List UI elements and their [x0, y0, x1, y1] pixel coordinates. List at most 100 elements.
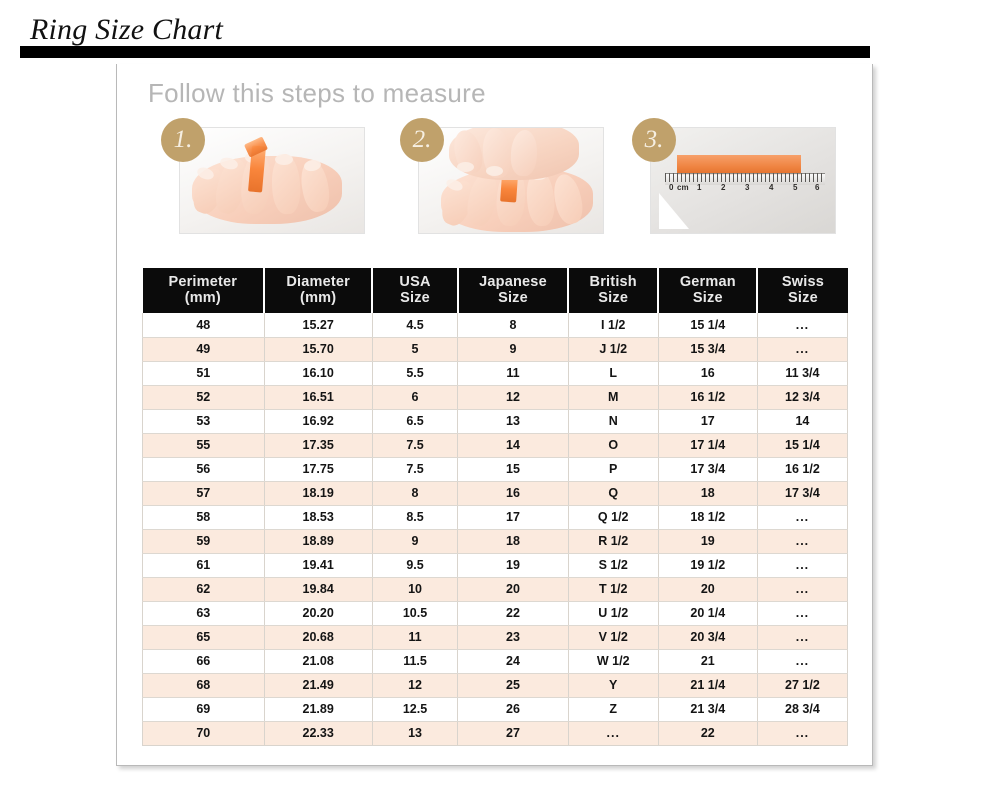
table-cell: 15.70 — [264, 337, 373, 362]
ruler-ticks — [665, 173, 825, 182]
header-line-1: British — [589, 274, 637, 290]
table-row: 53 16.92 6.5 13 N 17 14 — [142, 409, 849, 434]
table-row: 57 18.19 8 16 Q 18 17 3/4 — [142, 481, 849, 506]
header-line-1: Diameter — [286, 274, 351, 290]
header-line-1: USA — [399, 274, 431, 290]
table-cell: 61 — [142, 553, 265, 578]
table-cell: 9 — [457, 337, 569, 362]
table-cell: 15 1/4 — [658, 313, 758, 338]
paper-corner-fold — [659, 193, 689, 229]
header-line-2: (mm) — [184, 290, 221, 306]
table-cell: 15 3/4 — [658, 337, 758, 362]
table-cell: 57 — [142, 481, 265, 506]
page-title: Ring Size Chart — [30, 13, 224, 46]
table-row: 59 18.89 9 18 R 1/2 19... — [142, 529, 849, 554]
table-cell: Z — [568, 697, 659, 722]
table-header: Perimeter (mm) Diameter (mm) USA Size Japanese… — [142, 268, 848, 313]
table-row: 68 21.49 12 25 Y 21 1/4 27 1/2 — [142, 673, 849, 698]
table-cell: I 1/2 — [568, 313, 659, 338]
table-cell: ... — [757, 577, 849, 602]
header-line-2: Size — [692, 290, 723, 306]
marking-paper-strip-photo — [418, 127, 604, 234]
table-cell: 12 — [372, 673, 459, 698]
table-cell: 5 — [372, 337, 459, 362]
table-row: 51 16.10 5.5 11 L 16 11 3/4 — [142, 361, 849, 386]
table-cell: 7.5 — [372, 457, 459, 482]
table-row: 49 15.70 5 9 J 1/2 15 3/4... — [142, 337, 849, 362]
table-row: 61 19.41 9.5 19 S 1/2 19 1/2... — [142, 553, 849, 578]
table-header-cell-2: USA Size — [372, 268, 459, 313]
table-cell: 22 — [658, 721, 758, 746]
table-cell: 26 — [457, 697, 569, 722]
table-cell: 65 — [142, 625, 265, 650]
table-cell: Q 1/2 — [568, 505, 659, 530]
table-row: 70 22.33 13 27... 22... — [142, 721, 849, 746]
table-cell: 17 — [457, 505, 569, 530]
step-2: 2. — [400, 118, 605, 234]
table-cell: 21.89 — [264, 697, 373, 722]
table-cell: 20.20 — [264, 601, 373, 626]
table-row: 63 20.20 10.5 22 U 1/2 20 1/4... — [142, 601, 849, 626]
table-cell: S 1/2 — [568, 553, 659, 578]
ring-size-table: Perimeter (mm) Diameter (mm) USA Size Japanese… — [142, 268, 849, 746]
table-cell: ... — [757, 649, 849, 674]
table-row: 56 17.75 7.5 15 P 17 3/4 16 1/2 — [142, 457, 849, 482]
table-cell: 10 — [372, 577, 459, 602]
table-cell: ... — [568, 721, 659, 746]
steps-heading: Follow this steps to measure — [148, 78, 486, 108]
table-cell: 21.08 — [264, 649, 373, 674]
table-cell: 68 — [142, 673, 265, 698]
table-cell: 11 — [372, 625, 459, 650]
table-cell: 19 — [658, 529, 758, 554]
table-cell: 70 — [142, 721, 265, 746]
table-cell: 69 — [142, 697, 265, 722]
table-cell: 19.41 — [264, 553, 373, 578]
table-cell: 13 — [457, 409, 569, 434]
table-cell: ... — [757, 313, 849, 338]
header-line-2: Size — [598, 290, 629, 306]
table-row: 62 19.84 10 20 T 1/2 20... — [142, 577, 849, 602]
table-cell: 17 3/4 — [658, 457, 758, 482]
table-cell: ... — [757, 337, 849, 362]
table-cell: 17 — [658, 409, 758, 434]
table-cell: 12 3/4 — [757, 385, 849, 410]
table-cell: 21 — [658, 649, 758, 674]
table-cell: N — [568, 409, 659, 434]
table-cell: 11 — [457, 361, 569, 386]
table-cell: 9 — [372, 529, 459, 554]
table-cell: 22.33 — [264, 721, 373, 746]
table-cell: ... — [757, 553, 849, 578]
table-cell: 49 — [142, 337, 265, 362]
table-cell: R 1/2 — [568, 529, 659, 554]
table-cell: 15.27 — [264, 313, 373, 338]
table-row: 58 18.53 8.5 17 Q 1/2 18 1/2... — [142, 505, 849, 530]
table-cell: 16 1/2 — [658, 385, 758, 410]
table-cell: 66 — [142, 649, 265, 674]
header-line-1: Perimeter — [168, 274, 238, 290]
table-header-row: Perimeter (mm) Diameter (mm) USA Size Japanese… — [142, 268, 848, 313]
table-cell: 55 — [142, 433, 265, 458]
header-line-2: Size — [498, 290, 528, 306]
ruler-measuring-strip-photo: 0 cm 1 2 3 4 5 6 — [650, 127, 836, 234]
table-cell: 18 — [457, 529, 569, 554]
table-cell: 9.5 — [372, 553, 459, 578]
table-cell: 27 1/2 — [757, 673, 849, 698]
table-cell: 22 — [457, 601, 569, 626]
table-cell: 12.5 — [372, 697, 459, 722]
table-cell: 15 1/4 — [757, 433, 849, 458]
header-line-1: German — [679, 274, 736, 290]
table-cell: 62 — [142, 577, 265, 602]
table-cell: ... — [757, 601, 849, 626]
table-cell: L — [568, 361, 659, 386]
table-cell: 8.5 — [372, 505, 459, 530]
table-cell: 24 — [457, 649, 569, 674]
table-cell: 11.5 — [372, 649, 459, 674]
table-cell: 7.5 — [372, 433, 459, 458]
table-row: 55 17.35 7.5 14 O 17 1/4 15 1/4 — [142, 433, 849, 458]
table-cell: ... — [757, 529, 849, 554]
table-cell: 14 — [757, 409, 849, 434]
table-cell: 21 1/4 — [658, 673, 758, 698]
step-badge-3: 3. — [632, 118, 676, 162]
ruler-tick-1: 1 — [697, 183, 702, 192]
table-cell: 59 — [142, 529, 265, 554]
